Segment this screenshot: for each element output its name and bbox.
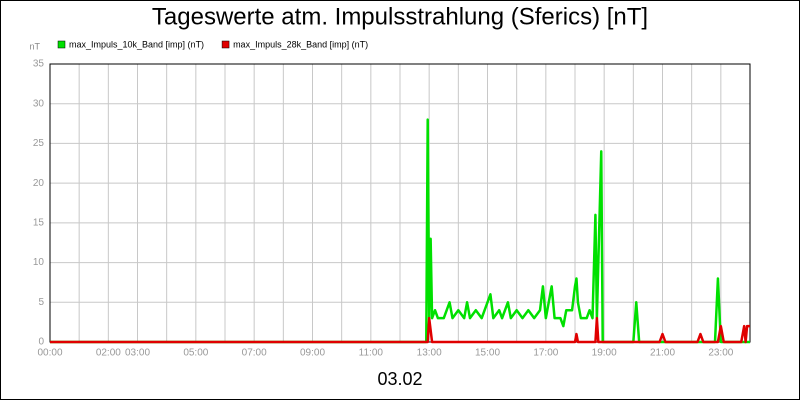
x-tick-label: 02:00 (96, 348, 121, 359)
x-tick-label: 23:00 (708, 348, 733, 359)
x-tick-label: 09:00 (300, 348, 325, 359)
x-tick-label: 19:00 (592, 348, 617, 359)
y-tick-label: 15 (33, 217, 45, 228)
x-tick-label: 00:00 (37, 348, 62, 359)
x-tick-label: 17:00 (533, 348, 558, 359)
y-tick-label: 35 (33, 59, 45, 70)
x-axis-label: 03.02 (377, 369, 422, 389)
y-tick-label: 10 (33, 257, 45, 268)
y-tick-label: 0 (38, 337, 44, 348)
y-tick-label: 5 (38, 297, 44, 308)
x-tick-label: 11:00 (359, 348, 384, 359)
x-tick-label: 15:00 (475, 348, 500, 359)
x-tick-label: 21:00 (650, 348, 675, 359)
y-tick-label: 25 (33, 138, 45, 149)
legend-label: max_Impuls_10k_Band [imp] (nT) (69, 39, 204, 49)
x-tick-label: 03:00 (125, 348, 150, 359)
y-tick-label: 30 (33, 98, 45, 109)
y-axis-label: nT (29, 41, 40, 51)
legend-swatch (221, 40, 230, 49)
legend-label: max_Impuls_28k_Band [imp] (nT) (233, 39, 368, 49)
chart-title: Tageswerte atm. Impulsstrahlung (Sferics… (152, 3, 648, 30)
x-tick-label: 07:00 (242, 348, 267, 359)
y-tick-label: 20 (33, 178, 45, 189)
data-line (50, 316, 750, 344)
x-tick-label: 05:00 (183, 348, 208, 359)
legend-swatch (57, 40, 66, 49)
x-tick-label: 13:00 (417, 348, 442, 359)
